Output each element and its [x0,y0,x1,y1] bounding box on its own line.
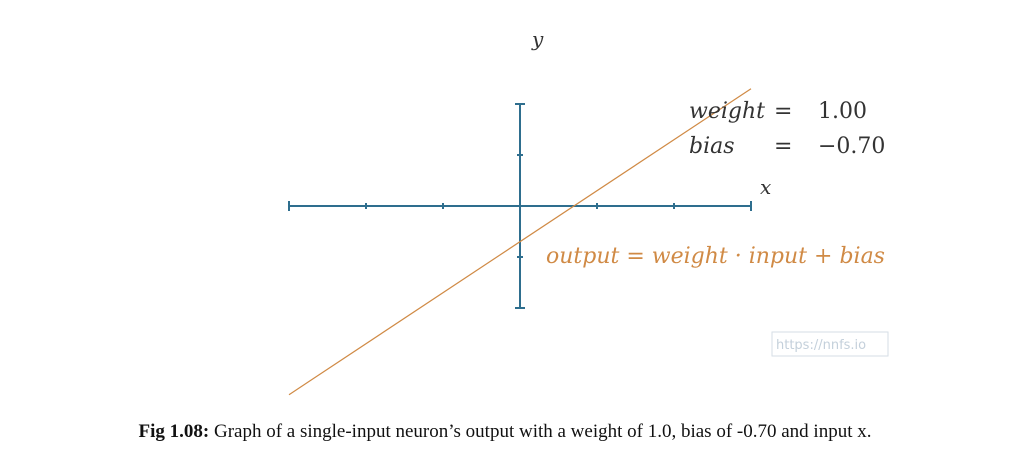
output-formula: output = weight · input + bias [546,244,885,269]
watermark-box [771,331,889,357]
y-axis-label: y [531,27,544,51]
weight-equals: = [774,99,792,124]
bias-label: bias [689,134,735,159]
watermark: https://nnfs.io [771,331,889,357]
weight-label: weight [689,99,765,124]
bias-value: −0.70 [818,134,885,159]
output-line [288,88,752,396]
caption-label: Fig 1.08: [138,421,210,442]
watermark-text: https://nnfs.io [776,338,866,353]
plot-area [288,88,752,396]
x-axis-label: x [760,175,771,199]
bias-equals: = [774,134,792,159]
caption-text: Graph of a single-input neuron’s output … [209,421,872,442]
axes [288,103,752,309]
figure-caption: Fig 1.08: Graph of a single-input neuron… [0,421,1010,443]
neuron-output-graph: y x weight = 1.00 bias = −0.70 output = … [288,27,889,396]
weight-value: 1.00 [818,99,867,124]
